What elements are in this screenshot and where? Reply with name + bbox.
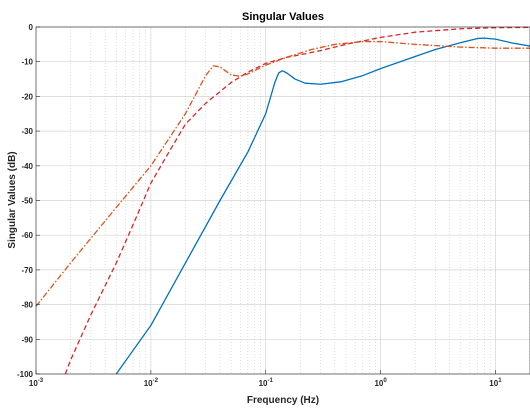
y-tick-label: -30 [21,127,33,136]
x-tick-label: 101 [489,378,502,388]
chart-title: Singular Values [242,11,324,23]
x-tick-label: 10-3 [29,378,44,388]
x-tick-label: 100 [374,378,387,388]
x-tick-base: 10 [144,379,153,388]
x-tick-exponent: -1 [267,378,273,384]
x-axis-label: Frequency (Hz) [247,395,319,406]
y-tick-label: -100 [17,370,34,379]
y-tick-label: -20 [21,92,33,101]
grid [35,26,530,375]
x-tick-exponent: 0 [383,378,387,384]
y-axis-ticks: 0 -10 -20 -30 -40 -50 -60 -70 -80 -90 -100 [17,23,40,379]
series-2-line [64,26,530,375]
x-tick-base: 10 [29,379,38,388]
y-tick-label: -10 [21,58,33,67]
x-tick-base: 10 [489,379,498,388]
y-tick-label: -90 [21,335,33,344]
y-axis-label: Singular Values (dB) [7,151,18,248]
y-tick-label: -50 [21,197,33,206]
y-tick-label: -80 [21,301,33,310]
series-1-line [115,37,530,375]
x-tick-exponent: 1 [498,378,502,384]
x-tick-exponent: -3 [38,378,44,384]
x-tick-exponent: -2 [153,378,159,384]
x-tick-base: 10 [374,379,383,388]
y-tick-label: 0 [29,23,34,32]
x-tick-base: 10 [259,379,268,388]
series-3-line [35,40,530,307]
x-tick-label: 10-2 [144,378,159,388]
x-axis-ticks: 10-3 10-2 10-1 100 101 [29,370,502,388]
series-group [35,26,530,375]
y-tick-label: -70 [21,266,33,275]
y-tick-label: -40 [21,162,33,171]
y-tick-label: -60 [21,231,33,240]
x-tick-label: 10-1 [259,378,274,388]
